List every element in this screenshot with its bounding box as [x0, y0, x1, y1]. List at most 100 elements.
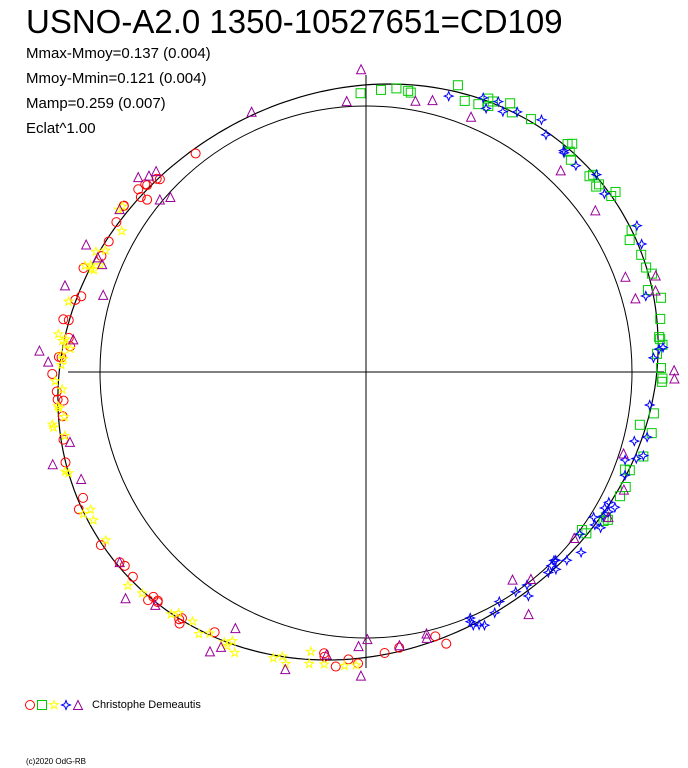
data-point-triangle: [96, 258, 108, 270]
data-point-star4: [542, 566, 555, 579]
data-point-star4: [609, 501, 621, 514]
data-point-star4: [477, 91, 490, 104]
data-point-circle: [190, 148, 201, 159]
data-point-star: [56, 383, 68, 395]
data-point-star4: [488, 606, 501, 619]
data-point-star: [193, 627, 205, 639]
legend-author: Christophe Demeautis: [92, 699, 201, 711]
data-point-star4: [464, 615, 477, 628]
data-point-star4: [598, 502, 611, 514]
data-point-triangle: [341, 95, 353, 107]
data-point-square: [656, 292, 667, 303]
data-point-star: [113, 203, 125, 215]
data-point-triangle: [394, 639, 405, 651]
data-point-star4: [628, 435, 641, 447]
data-point-star4: [590, 168, 603, 181]
legend-symbol-star4: [60, 699, 72, 711]
data-point-triangle: [427, 94, 438, 106]
chart-title: USNO-A2.0 1350-10527651=CD109: [26, 3, 563, 40]
data-point-circle: [127, 571, 138, 582]
data-point-star: [100, 534, 112, 546]
data-point-star4: [570, 159, 582, 172]
data-point-star: [338, 659, 351, 671]
data-point-square: [525, 114, 536, 125]
data-point-star4: [619, 453, 632, 466]
data-point-triangle: [650, 284, 661, 296]
data-point-circle: [174, 618, 185, 629]
stat-mmoy-mmin: Mmoy-Mmin=0.121 (0.004): [26, 70, 207, 87]
data-point-star: [228, 646, 241, 658]
data-point-triangle: [355, 63, 367, 75]
data-point-triangle: [603, 511, 614, 522]
data-point-square: [620, 482, 631, 493]
data-point-triangle: [34, 344, 45, 356]
data-point-circle: [58, 314, 69, 325]
data-point-star: [51, 400, 64, 412]
data-point-circle: [142, 194, 153, 205]
data-point-triangle: [114, 556, 125, 568]
data-point-triangle: [132, 171, 144, 183]
data-point-circle: [394, 642, 405, 653]
data-point-star4: [522, 590, 535, 602]
data-point-circle: [133, 184, 144, 195]
data-point-star: [186, 615, 199, 627]
data-point-star4: [630, 452, 643, 465]
data-point-star4: [549, 554, 562, 567]
data-point-triangle: [620, 271, 631, 282]
data-point-circle: [78, 492, 89, 503]
data-point-circle: [76, 291, 87, 302]
legend-symbol-square: [37, 700, 47, 710]
data-point-star: [56, 334, 69, 346]
data-point-star4: [560, 554, 573, 567]
data-point-star: [84, 259, 97, 271]
data-point-square: [657, 373, 668, 384]
data-point-square: [654, 332, 665, 343]
data-point-triangle: [618, 447, 629, 459]
data-point-star: [55, 348, 68, 360]
data-point-star: [221, 639, 233, 651]
data-point-star4: [492, 95, 505, 108]
data-point-star: [165, 608, 177, 620]
data-point-star4: [575, 546, 588, 559]
data-point-square: [452, 80, 463, 91]
data-point-star: [47, 421, 60, 433]
data-point-star4: [631, 219, 643, 232]
data-point-star4: [573, 528, 586, 540]
data-point-triangle: [507, 574, 518, 585]
data-point-circle: [142, 180, 153, 191]
data-point-star4: [619, 469, 631, 482]
data-point-triangle: [80, 238, 92, 250]
data-point-triangle: [668, 364, 680, 376]
data-point-triangle: [525, 573, 537, 585]
data-point-star4: [509, 585, 522, 598]
data-point-triangle: [421, 627, 432, 639]
data-point-star: [55, 358, 67, 370]
data-point-triangle: [204, 645, 216, 657]
data-point-star: [116, 225, 128, 236]
data-point-star4: [602, 506, 615, 518]
copyright-notice: (c)2020 OdG-RB: [26, 757, 87, 766]
data-point-star4: [557, 144, 570, 157]
data-point-triangle: [362, 633, 373, 645]
data-point-star4: [497, 105, 509, 118]
data-point-circle: [379, 647, 390, 658]
data-point-triangle: [355, 670, 367, 681]
data-point-star4: [594, 521, 607, 534]
data-point-star4: [643, 399, 656, 411]
data-point-star4: [637, 449, 650, 462]
data-point-star4: [657, 341, 669, 354]
data-point-triangle: [67, 333, 79, 345]
data-point-square: [588, 169, 599, 180]
data-point-square: [655, 363, 666, 374]
data-point-square: [562, 139, 573, 150]
data-point-circle: [111, 217, 122, 228]
stat-eclat: Eclat^1.00: [26, 120, 96, 137]
data-point-circle: [330, 661, 341, 672]
data-point-circle: [135, 192, 146, 203]
data-point-star4: [587, 511, 600, 524]
data-point-star4: [464, 612, 477, 624]
data-point-triangle: [568, 532, 580, 543]
data-point-triangle: [279, 663, 291, 675]
data-point-star: [62, 467, 75, 479]
data-point-circle: [143, 595, 154, 606]
